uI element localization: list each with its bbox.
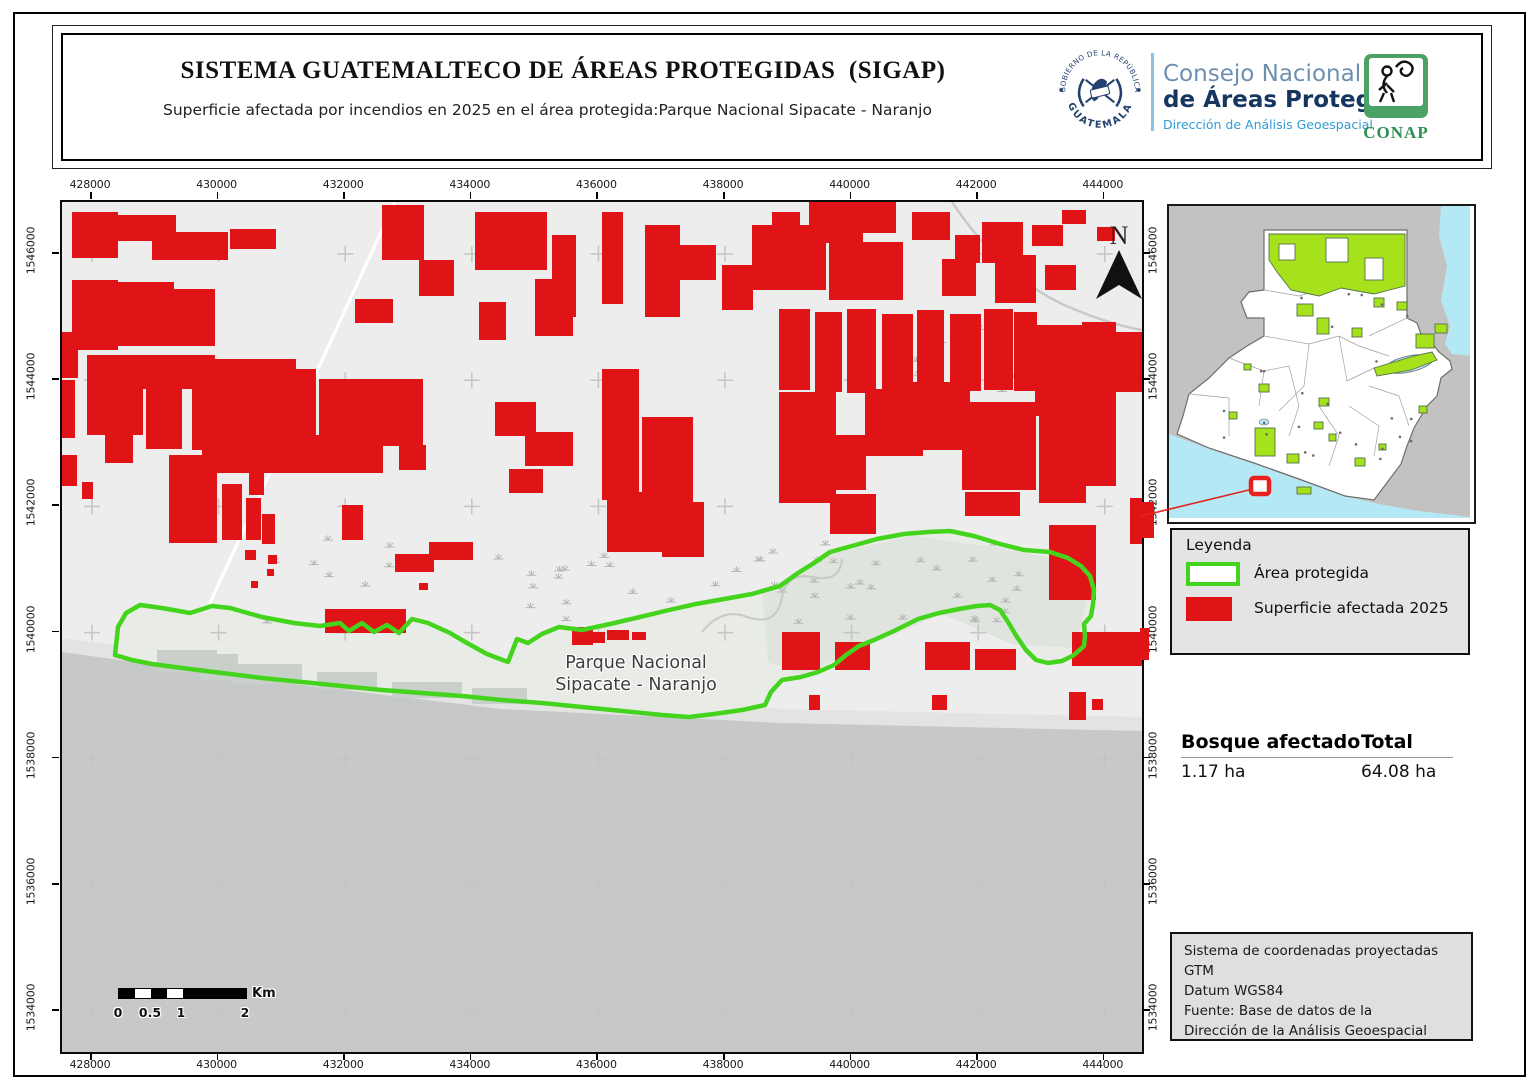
stats-header-bosque: Bosque afectado: [1181, 731, 1361, 753]
government-seal-icon: GOBIERNO DE LA REPÚBLICA GUATEMALA: [1055, 45, 1145, 135]
park-boundary: [112, 528, 1097, 720]
source-line: Dirección de la Análisis Geoespacial: [1184, 1022, 1427, 1039]
coordinate-system-box: Sistema de coordenadas proyectadas GTM D…: [1170, 932, 1473, 1041]
legend: Leyenda Área protegida Superficie afecta…: [1170, 528, 1470, 655]
protected-areas-layer: [1228, 233, 1448, 495]
protected-area-swatch: [1186, 562, 1240, 586]
legend-title: Leyenda: [1186, 536, 1252, 554]
page-border: [13, 12, 1526, 1077]
consejo-nacional-wordmark: Consejo Nacional: [1163, 61, 1362, 87]
fire-patches-layer: [62, 202, 1142, 720]
settlement-specks: [1222, 292, 1413, 461]
north-arrow-icon: [1096, 250, 1142, 299]
source-line: GTM: [1184, 962, 1214, 979]
guatemala-inset-canvas: [1169, 206, 1470, 518]
inset-overview-map: [1167, 204, 1476, 524]
conap-logo-icon: [1364, 54, 1428, 118]
caribbean-sea: [1439, 206, 1470, 356]
source-line: Sistema de coordenadas proyectadas: [1184, 943, 1439, 959]
stats-header-total: Total: [1361, 731, 1413, 753]
scale-bar-unit: Km: [252, 986, 276, 1001]
title-block-inner-border: SISTEMA GUATEMALTECO DE ÁREAS PROTEGIDAS…: [61, 33, 1483, 161]
direccion-geoespacial-label: Dirección de Análisis Geoespacial: [1163, 117, 1373, 132]
map-canvas: N: [62, 202, 1142, 1052]
scale-bar: [118, 988, 247, 999]
north-label: N: [1110, 221, 1129, 250]
conap-wordmark: CONAP: [1363, 123, 1429, 142]
source-line: Datum WGS84: [1184, 982, 1284, 999]
source-line: Fuente: Base de datos de la: [1184, 1002, 1373, 1019]
stats-value-total: 64.08 ha: [1361, 762, 1437, 782]
park-label: Parque Nacional Sipacate - Naranjo: [555, 653, 717, 695]
title-block: SISTEMA GUATEMALTECO DE ÁREAS PROTEGIDAS…: [52, 25, 1492, 169]
main-map: N Parque Nacional Sipacate - Naranjo: [60, 200, 1144, 1054]
stats-value-bosque: 1.17 ha: [1181, 762, 1246, 782]
page-title: SISTEMA GUATEMALTECO DE ÁREAS PROTEGIDAS…: [180, 57, 946, 84]
burned-area-swatch: [1186, 597, 1232, 621]
page-subtitle: Superficie afectada por incendios en 202…: [163, 101, 932, 119]
logo-divider: [1151, 53, 1154, 131]
stats-divider: [1181, 757, 1453, 758]
conap-monkey-icon: [1378, 60, 1414, 103]
